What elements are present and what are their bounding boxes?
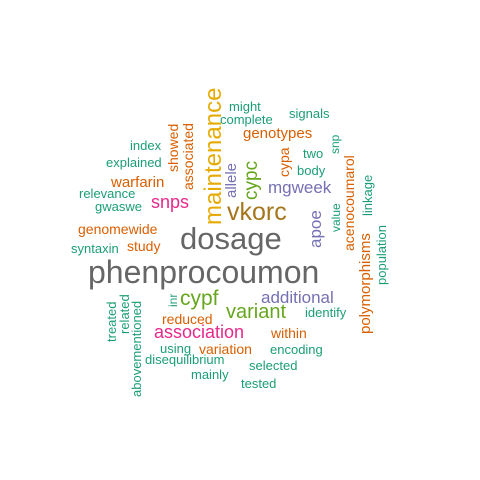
word-polymorphisms: polymorphisms [357, 233, 374, 334]
word-acenocoumarol: acenocoumarol [341, 155, 357, 251]
word-within: within [271, 325, 307, 341]
word-apoe: apoe [306, 210, 325, 248]
word-warfarin: warfarin [111, 174, 165, 191]
word-inr: inr [166, 293, 180, 307]
word-association: association [154, 322, 245, 342]
word-snp: snp [328, 134, 342, 154]
word-two: two [303, 146, 324, 161]
word-mainly: mainly [191, 367, 229, 382]
word-signals: signals [289, 106, 330, 121]
word-relevance: relevance [79, 186, 136, 201]
word-vkorc: vkorc [227, 198, 287, 226]
word-reduced: reduced [162, 311, 213, 327]
word-cypf: cypf [180, 287, 219, 310]
word-tested: tested [241, 376, 277, 391]
word-identify: identify [305, 305, 347, 320]
word-associated: associated [180, 123, 196, 190]
word-using: using [160, 341, 192, 356]
word-syntaxin: syntaxin [71, 241, 119, 256]
word-abovementioned: abovementioned [129, 300, 144, 397]
word-dosage: dosage [180, 221, 282, 256]
word-body: body [297, 163, 326, 178]
word-might: might [229, 99, 261, 114]
word-cypa: cypa [276, 147, 292, 177]
word-variation: variation [199, 341, 252, 357]
word-index: index [130, 138, 162, 153]
word-showed: showed [165, 123, 181, 172]
word-phenprocoumon: phenprocoumon [88, 254, 320, 290]
word-gwaswe: gwaswe [95, 199, 142, 214]
word-cypc: cypc [241, 160, 262, 200]
word-variant: variant [226, 301, 287, 323]
word-allele: allele [223, 162, 240, 198]
word-genotypes: genotypes [243, 125, 313, 142]
word-mgweek: mgweek [268, 178, 332, 197]
word-encoding: encoding [270, 342, 323, 357]
word-maintenance: maintenance [200, 87, 227, 225]
word-population: population [374, 225, 389, 285]
word-study: study [127, 238, 161, 254]
word-complete: complete [220, 112, 273, 127]
word-additional: additional [261, 288, 334, 307]
word-disequilibrium: disequilibrium [145, 352, 225, 367]
word-snps: snps [151, 192, 190, 212]
word-value: value [329, 203, 343, 232]
word-linkage: linkage [360, 174, 375, 216]
word-selected: selected [249, 358, 298, 373]
word-explained: explained [106, 155, 162, 170]
word-genomewide: genomewide [78, 221, 158, 237]
